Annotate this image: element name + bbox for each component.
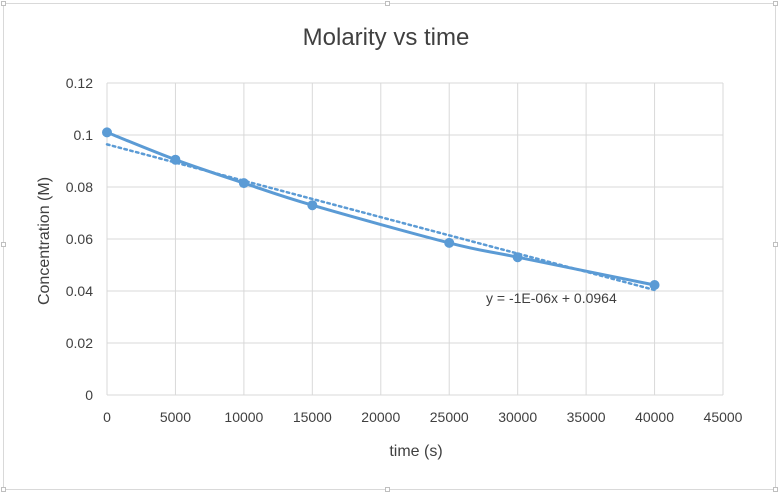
data-point[interactable] <box>170 154 181 165</box>
y-tick-label: 0.1 <box>74 127 94 143</box>
gridlines <box>106 82 724 396</box>
resize-handle-right[interactable] <box>773 242 778 247</box>
resize-handle-top[interactable] <box>385 1 390 6</box>
y-tick-label: 0.04 <box>66 283 93 299</box>
x-tick-label: 25000 <box>430 409 469 425</box>
data-point[interactable] <box>307 200 318 211</box>
x-axis-ticks[interactable]: 0 5000 10000 15000 20000 25000 30000 35000 40000… <box>103 409 743 425</box>
x-tick-label: 10000 <box>224 409 263 425</box>
trendline-group[interactable] <box>105 143 656 292</box>
y-tick-label: 0.06 <box>66 231 93 247</box>
y-tick-label: 0.12 <box>66 75 93 91</box>
chart-title[interactable]: Molarity vs time <box>303 24 470 51</box>
x-tick-label: 40000 <box>635 409 674 425</box>
data-point[interactable] <box>238 178 249 189</box>
y-tick-label: 0.02 <box>66 335 93 351</box>
x-tick-label: 0 <box>103 409 111 425</box>
data-point[interactable] <box>102 127 112 138</box>
x-tick-label: 5000 <box>160 409 191 425</box>
resize-handle-bottom-right[interactable] <box>773 487 778 492</box>
data-point[interactable] <box>444 237 455 248</box>
y-tick-label: 0 <box>85 387 93 403</box>
y-axis-ticks[interactable]: 0 0.02 0.04 0.06 0.08 0.1 0.12 <box>66 75 93 403</box>
data-point[interactable] <box>649 280 660 291</box>
series-group[interactable] <box>102 127 660 291</box>
x-tick-label: 15000 <box>293 409 332 425</box>
resize-handle-left[interactable] <box>1 242 6 247</box>
resize-handle-top-left[interactable] <box>1 1 6 6</box>
resize-handle-top-right[interactable] <box>773 1 778 6</box>
x-axis-title[interactable]: time (s) <box>389 443 442 460</box>
x-tick-label: 30000 <box>498 409 537 425</box>
y-tick-label: 0.08 <box>66 179 93 195</box>
trendline-equation[interactable]: y = -1E-06x + 0.0964 <box>486 290 617 306</box>
resize-handle-bottom-left[interactable] <box>1 487 6 492</box>
resize-handle-bottom[interactable] <box>385 487 390 492</box>
trendline[interactable] <box>105 143 656 292</box>
x-tick-label: 45000 <box>704 409 743 425</box>
x-tick-label: 20000 <box>361 409 400 425</box>
y-axis-title[interactable]: Concentration (M) <box>36 177 53 305</box>
data-point[interactable] <box>512 252 523 263</box>
x-tick-label: 35000 <box>567 409 606 425</box>
